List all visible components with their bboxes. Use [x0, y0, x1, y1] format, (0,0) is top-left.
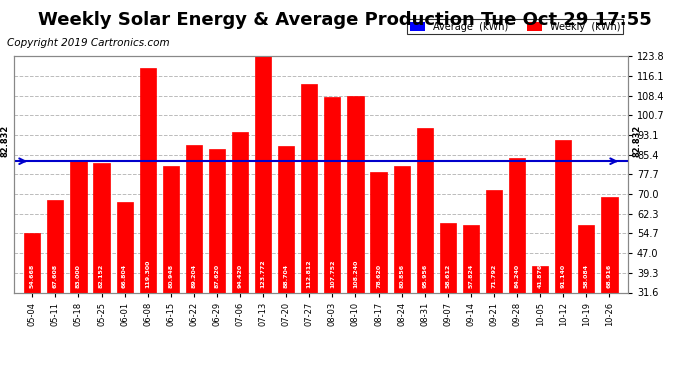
Text: 94.420: 94.420	[237, 264, 243, 288]
Text: 123.772: 123.772	[261, 259, 266, 288]
Text: 112.812: 112.812	[307, 259, 312, 288]
Legend: Average  (kWh), Weekly  (kWh): Average (kWh), Weekly (kWh)	[407, 19, 623, 34]
Text: 67.608: 67.608	[53, 264, 58, 288]
Text: 95.956: 95.956	[422, 263, 427, 288]
Text: 71.792: 71.792	[491, 263, 497, 288]
Text: 84.240: 84.240	[515, 264, 520, 288]
Text: 82.832: 82.832	[0, 125, 9, 158]
Bar	[486, 189, 502, 374]
Text: 82.832: 82.832	[633, 125, 642, 158]
Bar	[278, 146, 295, 374]
Bar	[232, 132, 248, 374]
Bar	[93, 163, 110, 374]
Bar	[70, 161, 86, 374]
Bar	[417, 128, 433, 374]
Bar	[463, 225, 479, 374]
Text: 66.804: 66.804	[122, 264, 127, 288]
Text: 82.152: 82.152	[99, 263, 104, 288]
Text: 108.240: 108.240	[353, 259, 358, 288]
Bar	[117, 202, 132, 374]
Text: 80.948: 80.948	[168, 264, 173, 288]
Text: 88.704: 88.704	[284, 264, 288, 288]
Text: Weekly Solar Energy & Average Production Tue Oct 29 17:55: Weekly Solar Energy & Average Production…	[38, 11, 652, 29]
Bar	[555, 140, 571, 374]
Bar	[371, 172, 386, 374]
Bar	[186, 145, 202, 374]
Text: 107.752: 107.752	[330, 259, 335, 288]
Bar	[302, 84, 317, 374]
Text: 54.668: 54.668	[30, 263, 34, 288]
Bar	[509, 158, 525, 374]
Bar	[139, 68, 156, 374]
Bar	[24, 233, 40, 374]
Text: 58.612: 58.612	[445, 263, 451, 288]
Text: 58.084: 58.084	[584, 264, 589, 288]
Text: 89.204: 89.204	[191, 264, 197, 288]
Text: 41.876: 41.876	[538, 263, 542, 288]
Text: 78.620: 78.620	[376, 264, 381, 288]
Text: 91.140: 91.140	[561, 264, 566, 288]
Bar	[440, 223, 456, 374]
Bar	[255, 56, 271, 374]
Text: 80.856: 80.856	[399, 264, 404, 288]
Bar	[209, 149, 225, 374]
Text: 119.300: 119.300	[145, 259, 150, 288]
Text: 68.916: 68.916	[607, 263, 612, 288]
Bar	[48, 200, 63, 374]
Bar	[532, 266, 549, 374]
Bar	[324, 98, 340, 374]
Bar	[602, 197, 618, 374]
Bar	[347, 96, 364, 374]
Bar	[393, 166, 410, 374]
Bar	[578, 225, 594, 374]
Bar	[163, 166, 179, 374]
Text: 57.824: 57.824	[469, 263, 473, 288]
Text: 87.620: 87.620	[215, 264, 219, 288]
Text: Copyright 2019 Cartronics.com: Copyright 2019 Cartronics.com	[7, 38, 170, 48]
Text: 83.000: 83.000	[76, 264, 81, 288]
